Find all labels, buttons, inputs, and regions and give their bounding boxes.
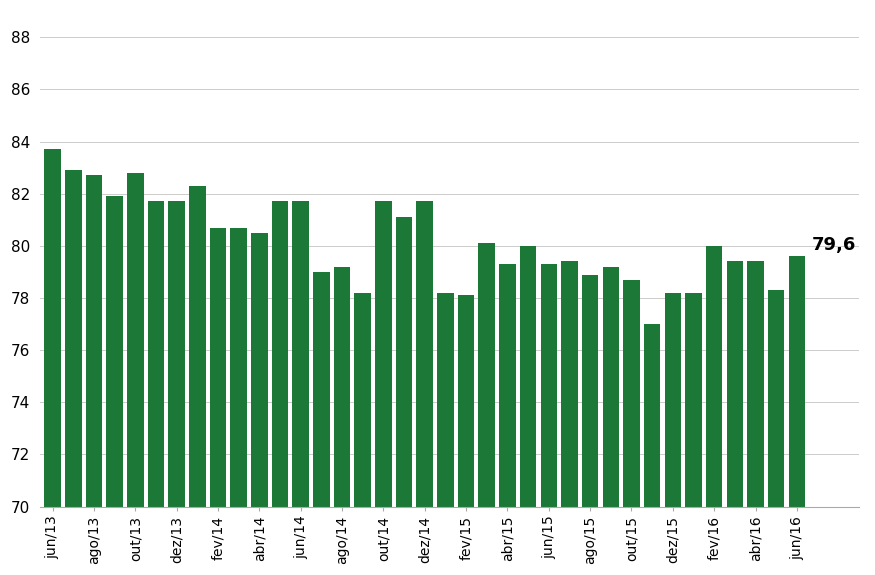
Bar bbox=[210, 228, 227, 507]
Bar bbox=[65, 170, 81, 507]
Bar bbox=[541, 264, 557, 507]
Bar bbox=[747, 262, 764, 507]
Bar bbox=[644, 324, 661, 507]
Bar bbox=[499, 264, 515, 507]
Bar bbox=[230, 228, 247, 507]
Bar bbox=[107, 196, 123, 507]
Bar bbox=[582, 274, 598, 507]
Bar bbox=[333, 267, 350, 507]
Bar bbox=[189, 186, 206, 507]
Bar bbox=[148, 201, 164, 507]
Bar bbox=[706, 246, 723, 507]
Bar bbox=[623, 279, 640, 507]
Bar bbox=[520, 246, 536, 507]
Bar bbox=[603, 267, 620, 507]
Bar bbox=[396, 217, 412, 507]
Bar bbox=[479, 243, 495, 507]
Bar bbox=[375, 201, 392, 507]
Text: 79,6: 79,6 bbox=[811, 236, 856, 254]
Bar bbox=[685, 293, 702, 507]
Bar bbox=[86, 175, 102, 507]
Bar bbox=[438, 293, 454, 507]
Bar bbox=[45, 150, 61, 507]
Bar bbox=[788, 256, 805, 507]
Bar bbox=[416, 201, 433, 507]
Bar bbox=[561, 262, 578, 507]
Bar bbox=[726, 262, 743, 507]
Bar bbox=[768, 290, 785, 507]
Bar bbox=[251, 233, 268, 507]
Bar bbox=[313, 272, 330, 507]
Bar bbox=[458, 296, 474, 507]
Bar bbox=[127, 173, 144, 507]
Bar bbox=[272, 201, 288, 507]
Bar bbox=[665, 293, 681, 507]
Bar bbox=[168, 201, 185, 507]
Bar bbox=[292, 201, 309, 507]
Bar bbox=[354, 293, 371, 507]
